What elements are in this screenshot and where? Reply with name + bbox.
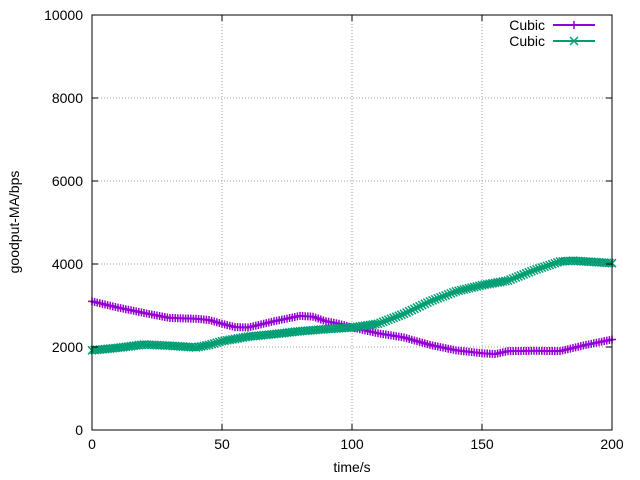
series-2-marker — [519, 269, 529, 279]
series-layer — [87, 256, 617, 359]
x-tick-label: 50 — [214, 436, 230, 452]
series-2-marker — [438, 291, 448, 301]
series-2-marker — [532, 264, 542, 274]
legend-label-1: Cubic — [509, 17, 545, 33]
series-2-marker — [516, 270, 526, 280]
series-2-marker — [214, 337, 224, 347]
series-2-marker — [464, 283, 474, 293]
x-tick-label: 100 — [340, 436, 364, 452]
y-tick-label: 6000 — [52, 173, 83, 189]
y-tick-label: 4000 — [52, 256, 83, 272]
series-2-marker — [472, 281, 482, 291]
x-tick-label: 150 — [470, 436, 494, 452]
series-2-marker — [550, 258, 560, 268]
series-2-marker — [383, 315, 393, 325]
series-2-marker — [508, 273, 518, 284]
series-2-marker — [430, 294, 440, 304]
legend-marker-2 — [569, 36, 579, 46]
y-tick-label: 10000 — [44, 7, 83, 23]
series-2-marker — [207, 339, 217, 349]
series-2-marker — [409, 304, 419, 314]
series-2-marker — [428, 295, 438, 305]
series-2-marker — [511, 272, 521, 283]
series-2-marker — [545, 260, 555, 270]
series-2-marker — [521, 268, 531, 278]
series-2-marker — [537, 263, 547, 273]
series-2-marker — [500, 276, 510, 286]
series-2-marker — [420, 299, 430, 309]
series-2-marker — [539, 262, 549, 272]
x-tick-label: 0 — [88, 436, 96, 452]
series-2-marker — [394, 311, 404, 321]
series-2-marker — [534, 263, 544, 274]
series-2-marker — [459, 284, 469, 295]
series-2-marker — [415, 301, 425, 311]
series-2-marker — [404, 306, 414, 316]
x-tick-label: 200 — [600, 436, 624, 452]
y-tick-label: 8000 — [52, 90, 83, 106]
series-2-marker — [461, 284, 471, 294]
series-2-marker — [467, 283, 477, 293]
series-2-marker — [370, 319, 380, 329]
grid-lines — [92, 15, 612, 430]
series-2-marker — [513, 271, 523, 281]
series-2-marker — [446, 288, 456, 298]
legend-label-2: Cubic — [509, 33, 545, 49]
series-2-marker — [417, 300, 427, 310]
series-2-marker — [469, 282, 479, 292]
series-1 — [88, 297, 616, 359]
y-tick-label: 0 — [75, 422, 83, 438]
series-2-marker — [381, 316, 391, 326]
series-2-marker — [412, 303, 422, 313]
series-2-marker — [407, 305, 417, 315]
series-2 — [87, 256, 617, 355]
series-2-marker — [209, 338, 219, 348]
series-2-marker — [378, 317, 388, 327]
series-2-marker — [391, 312, 401, 322]
series-2-marker — [422, 298, 432, 308]
y-axis-title: goodput-MA/bps — [6, 171, 22, 274]
series-2-marker — [526, 266, 536, 276]
series-2-marker — [506, 275, 516, 285]
series-2-marker — [389, 313, 399, 323]
series-2-marker — [454, 286, 464, 296]
series-2-marker — [524, 267, 534, 277]
series-2-marker — [201, 340, 211, 350]
y-tick-label: 2000 — [52, 339, 83, 355]
series-2-marker — [402, 308, 412, 318]
series-2-marker — [212, 338, 222, 348]
legend-marker-1 — [570, 21, 578, 29]
series-2-marker — [435, 292, 445, 302]
series-2-marker — [547, 259, 557, 269]
series-2-marker — [448, 287, 458, 297]
series-2-marker — [396, 310, 406, 320]
series-2-marker — [542, 261, 552, 271]
series-2-marker — [441, 290, 451, 300]
series-2-marker — [386, 314, 396, 324]
series-2-marker — [376, 318, 386, 328]
series-2-marker — [456, 285, 466, 295]
series-2-marker — [443, 289, 453, 299]
x-axis-title: time/s — [333, 459, 370, 475]
series-2-marker — [433, 293, 443, 303]
